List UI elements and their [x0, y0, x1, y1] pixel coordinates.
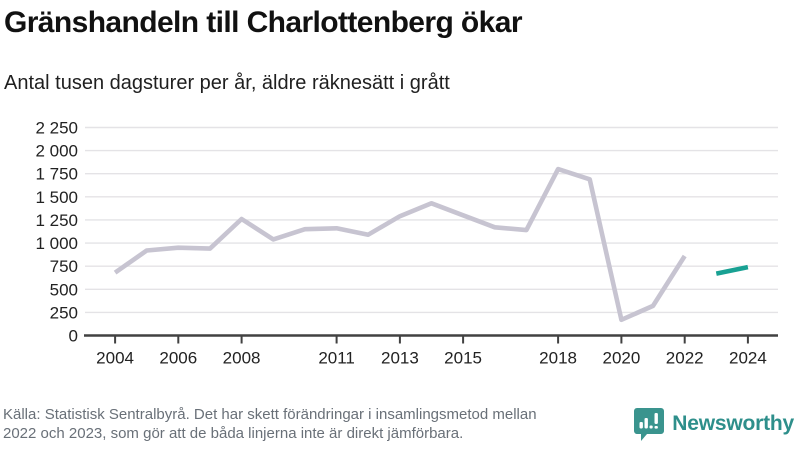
svg-text:1 500: 1 500 — [35, 188, 78, 207]
svg-text:2013: 2013 — [381, 349, 419, 368]
svg-text:2018: 2018 — [539, 349, 577, 368]
svg-text:500: 500 — [50, 280, 78, 299]
svg-text:2004: 2004 — [96, 349, 134, 368]
svg-text:2022: 2022 — [666, 349, 704, 368]
svg-text:0: 0 — [69, 327, 78, 346]
newsworthy-logo: Newsworthy — [633, 406, 794, 442]
svg-text:2024: 2024 — [729, 349, 767, 368]
svg-text:2006: 2006 — [159, 349, 197, 368]
svg-text:2 000: 2 000 — [35, 142, 78, 161]
chart-title: Gränshandeln till Charlottenberg ökar — [4, 6, 522, 39]
newsworthy-logo-text: Newsworthy — [672, 412, 794, 435]
source-note: Källa: Statistisk Sentralbyrå. Det har s… — [3, 405, 537, 443]
source-note-line2: 2022 och 2023, som gör att de båda linje… — [3, 425, 464, 442]
svg-text:2011: 2011 — [318, 349, 355, 368]
svg-text:2 250: 2 250 — [35, 119, 78, 138]
source-note-line1: Källa: Statistisk Sentralbyrå. Det har s… — [3, 406, 537, 423]
svg-text:2015: 2015 — [444, 349, 482, 368]
svg-text:1 750: 1 750 — [35, 165, 78, 184]
chart-svg: 0 250 500 750 1 000 1 250 1 500 1 750 2 000 2 250… — [35, 119, 778, 368]
chart-subtitle: Antal tusen dagsturer per år, äldre räkn… — [4, 72, 450, 94]
svg-text:2020: 2020 — [602, 349, 640, 368]
speech-bubble-bar-chart-icon — [634, 408, 665, 441]
footer: Källa: Statistisk Sentralbyrå. Det har s… — [0, 398, 800, 450]
line-chart: 0 250 500 750 1 000 1 250 1 500 1 750 2 000 2 250… — [0, 112, 800, 374]
svg-text:2008: 2008 — [223, 349, 261, 368]
svg-text:1 250: 1 250 — [35, 211, 78, 230]
svg-text:750: 750 — [50, 257, 78, 276]
svg-text:250: 250 — [50, 303, 78, 322]
svg-text:1 000: 1 000 — [35, 234, 78, 253]
